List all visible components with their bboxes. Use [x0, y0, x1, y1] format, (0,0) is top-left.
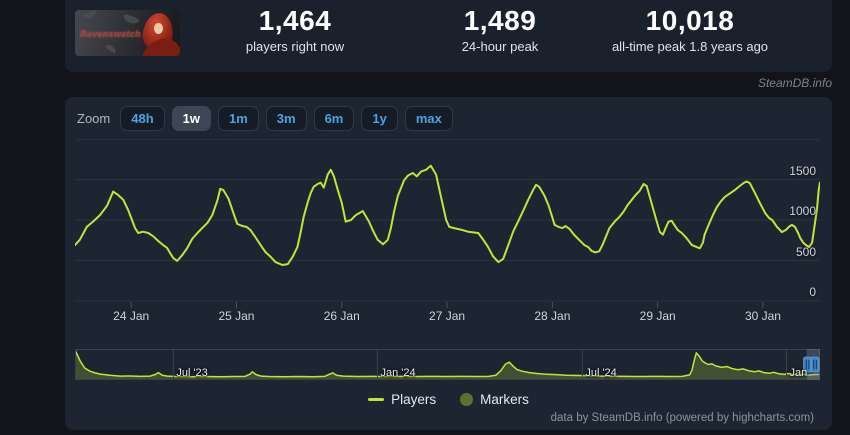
zoom-range-48h[interactable]: 48h	[120, 106, 165, 131]
legend-item-markers[interactable]: Markers	[460, 392, 529, 407]
navigator-chart[interactable]	[74, 349, 821, 380]
legend-label: Markers	[480, 392, 529, 407]
x-axis-labels: 24 Jan 25 Jan 26 Jan 27 Jan 28 Jan 29 Jan 30 J…	[75, 309, 820, 325]
x-axis-label: 26 Jan	[323, 309, 360, 323]
x-axis-label: 27 Jan	[429, 309, 466, 323]
players-line-chart[interactable]	[74, 150, 821, 308]
y-axis-label-0: 0	[809, 285, 816, 299]
navigator-label: Jul '23	[176, 367, 208, 379]
legend-label: Players	[391, 392, 437, 407]
game-banner[interactable]: Ravenswatch	[75, 10, 180, 56]
navigator-label: Jan	[789, 367, 808, 379]
stat-value: 10,018	[645, 5, 735, 36]
zoom-range-6m[interactable]: 6m	[313, 106, 355, 131]
stat-all-time-peak-1-8-years-ago: 10,018 all-time peak 1.8 years ago	[611, 5, 769, 55]
x-axis-label: 29 Jan	[639, 309, 676, 323]
navigator[interactable]: Jul '23 Jan '24 Jul '24 Jan	[74, 349, 821, 380]
legend-line-icon	[368, 398, 385, 401]
navigator-label: Jul '24	[585, 367, 617, 379]
legend-circle-icon	[460, 393, 474, 406]
x-axis-label: 25 Jan	[218, 309, 255, 323]
chart-legend: Players Markers	[65, 392, 832, 407]
stat-24-hour-peak: 1,489 24-hour peak	[461, 5, 539, 55]
stat-players-right-now: 1,464 players right now	[245, 5, 345, 55]
stat-value: 1,464	[258, 5, 332, 36]
zoom-label: Zoom	[77, 111, 111, 126]
players-series-line	[74, 164, 821, 266]
y-axis-label-500: 500	[795, 244, 816, 259]
navigator-handle-right[interactable]	[810, 356, 820, 373]
game-logo-text: Ravenswatch	[80, 29, 141, 39]
player-stats-row: 1,464 players right now 1,489 24-hour peak 1…	[65, 0, 832, 72]
character-face	[154, 23, 163, 34]
navigator-handle-left[interactable]	[803, 356, 812, 373]
zoom-range-1m[interactable]: 1m	[217, 106, 259, 131]
toolbar-divider	[75, 139, 820, 140]
zoom-range-1w[interactable]: 1w	[171, 106, 211, 131]
zoom-range-1y[interactable]: 1y	[361, 106, 398, 131]
x-axis-label: 30 Jan	[744, 309, 781, 323]
stat-label: players right now	[245, 39, 345, 54]
x-axis-label: 24 Jan	[113, 309, 150, 323]
legend-item-players[interactable]: Players	[368, 392, 436, 407]
zoom-range-3m[interactable]: 3m	[265, 106, 307, 131]
steamdb-watermark: SteamDB.info	[757, 76, 832, 90]
y-axis-label-1000: 1000	[789, 204, 816, 218]
x-axis-label: 28 Jan	[534, 309, 571, 323]
stat-value: 1,489	[463, 5, 537, 36]
chart-panel: Zoom 48h 1w 1m 3m 6m 1y max 0 500 1000 1500 24 Ja…	[65, 97, 832, 430]
zoom-toolbar: Zoom 48h 1w 1m 3m 6m 1y max	[77, 106, 460, 131]
y-axis-label-1500: 1500	[789, 163, 816, 178]
stat-label: all-time peak 1.8 years ago	[611, 39, 769, 54]
game-stats-header: Ravenswatch 1,464 players right now 1,489 2…	[65, 0, 832, 72]
zoom-range-buttons: 48h 1w 1m 3m 6m 1y max	[120, 106, 460, 131]
chart-credit[interactable]: data by SteamDB.info (powered by highcha…	[550, 412, 814, 424]
navigator-label: Jan '24	[380, 367, 416, 379]
stat-label: 24-hour peak	[461, 39, 539, 54]
main-chart-plot[interactable]: 0 500 1000 1500	[74, 150, 821, 308]
zoom-range-max[interactable]: max	[404, 106, 453, 131]
